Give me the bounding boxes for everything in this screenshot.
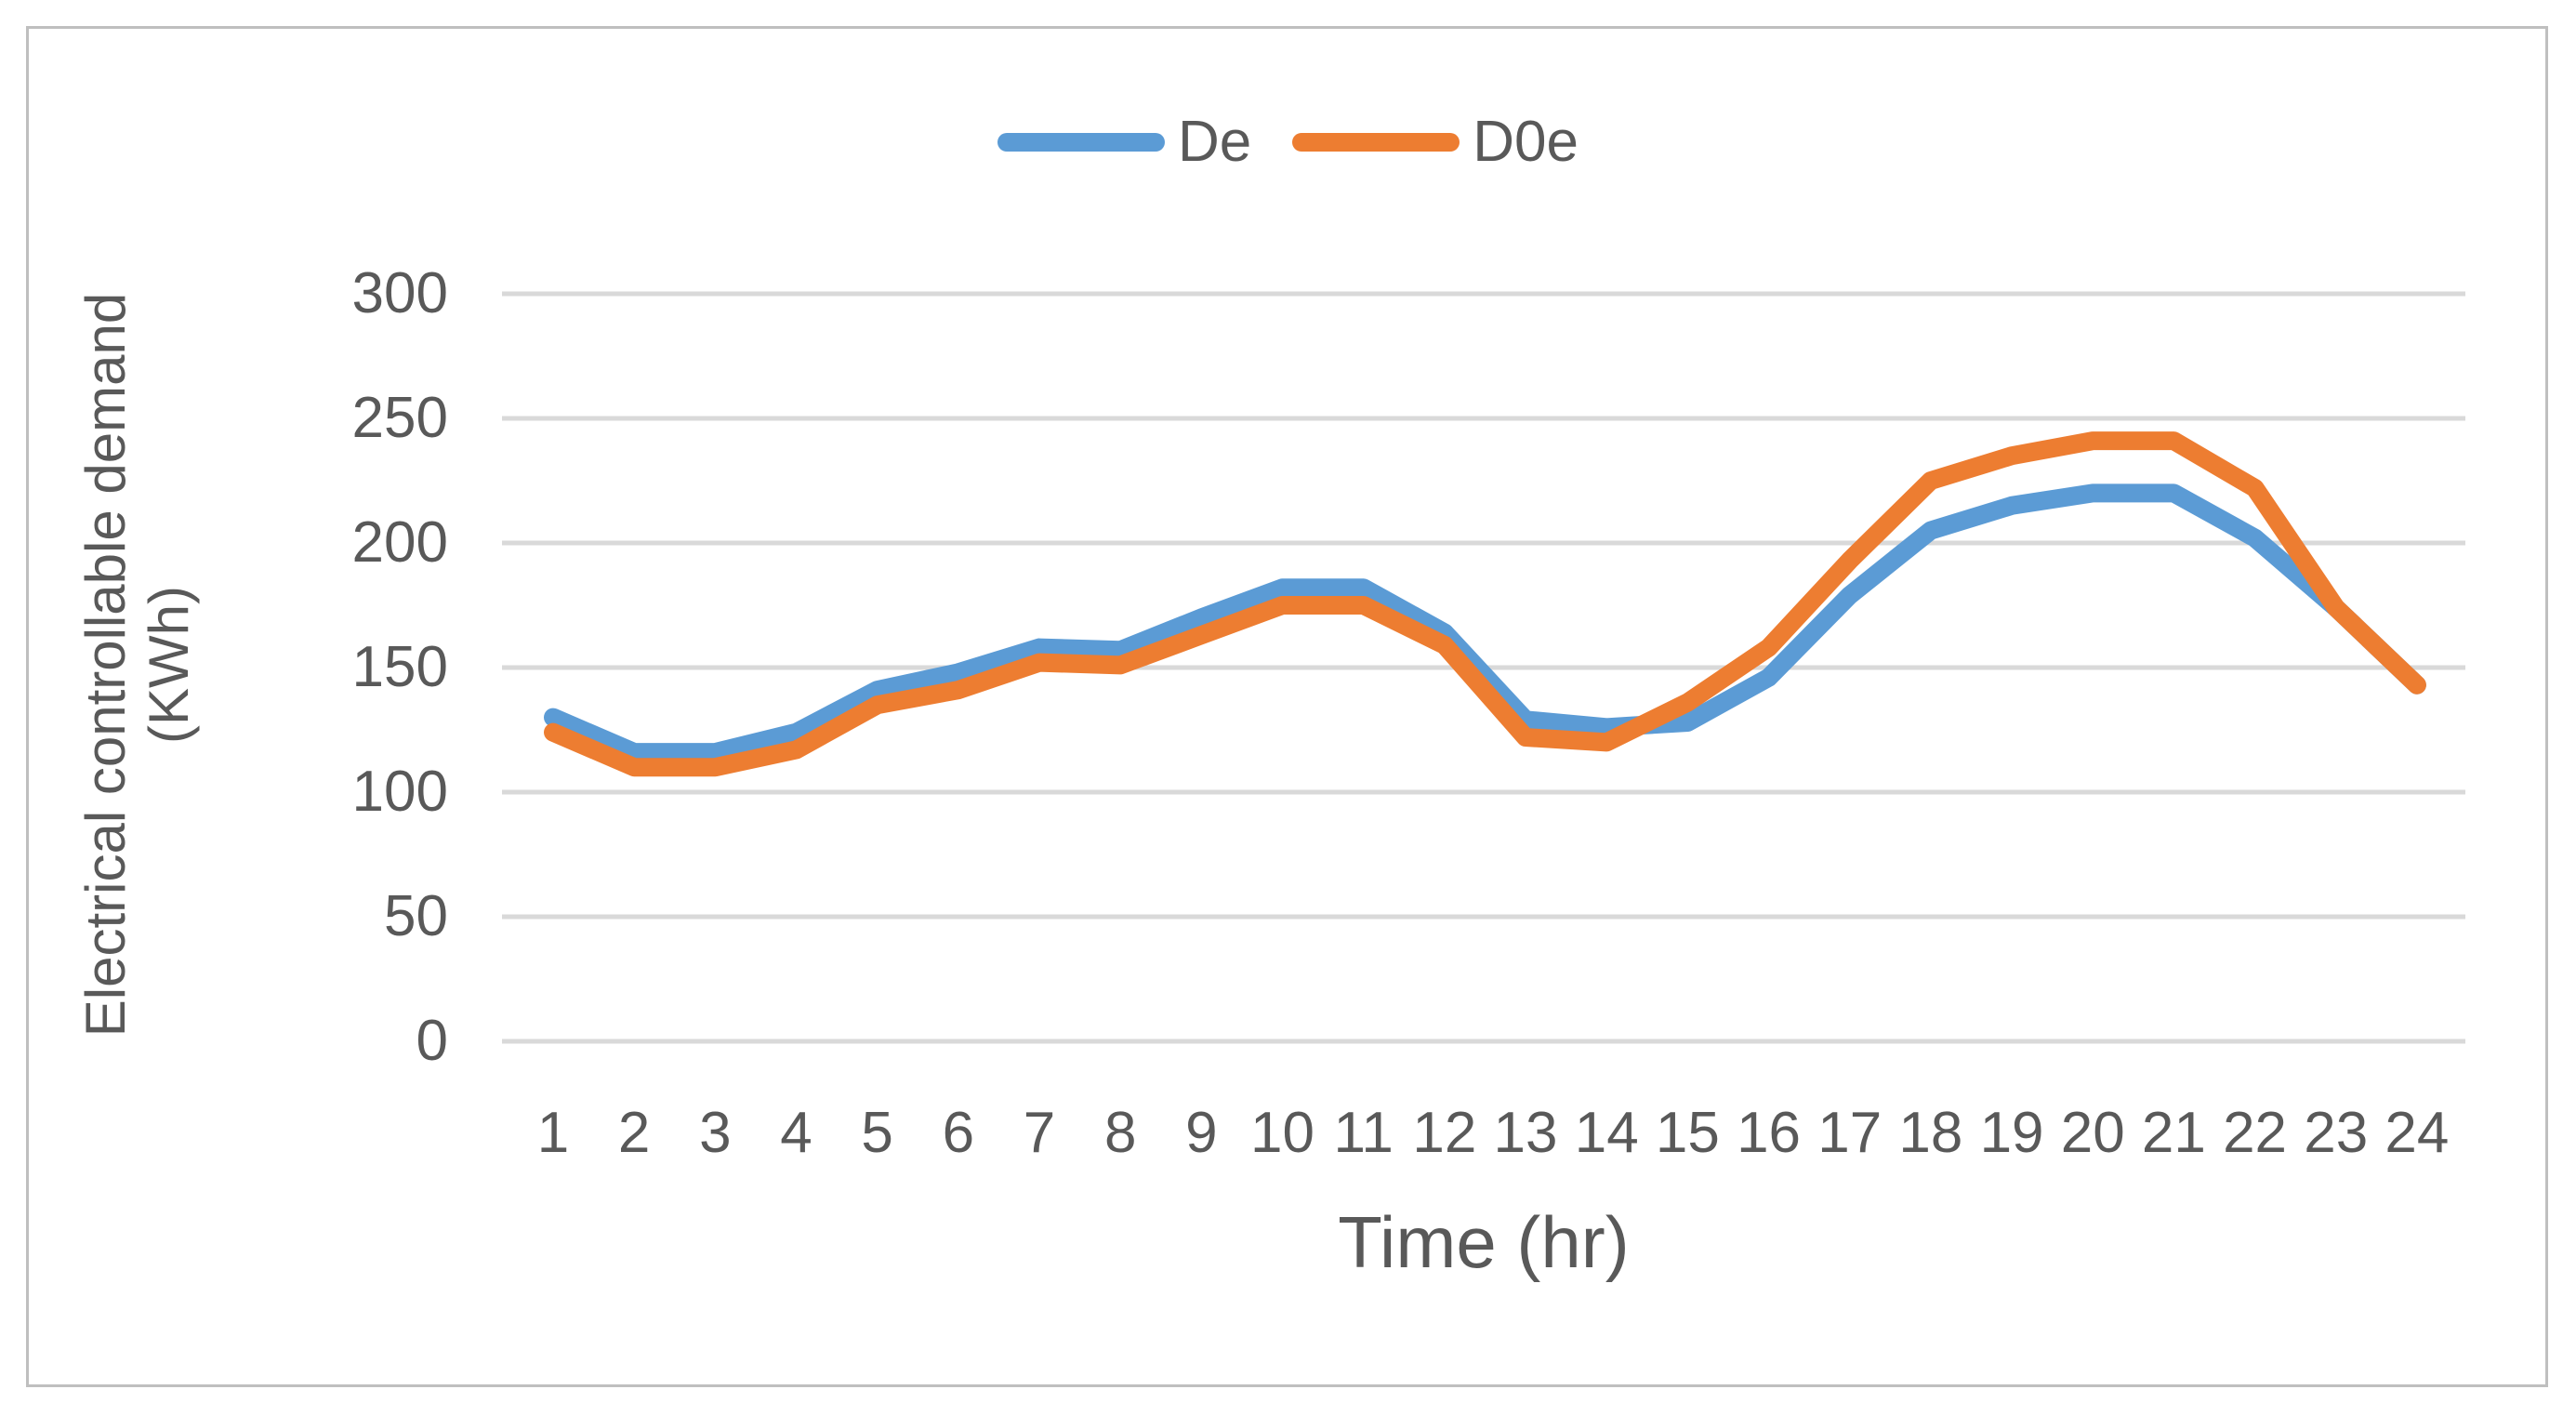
x-tick-label: 19 [1979, 1101, 2044, 1165]
x-tick-label: 17 [1817, 1101, 1882, 1165]
x-tick-label: 2 [617, 1101, 651, 1165]
x-tick-label: 8 [1103, 1101, 1137, 1165]
x-tick-label: 21 [2141, 1101, 2206, 1165]
y-tick-label: 300 [351, 261, 448, 325]
y-tick-label: 150 [351, 635, 448, 699]
legend-swatch-D0e [1292, 133, 1460, 152]
x-axis-title: Time (hr) [1338, 1201, 1630, 1283]
x-tick-label: 1 [536, 1101, 570, 1165]
x-tick-label: 22 [2223, 1101, 2288, 1165]
x-tick-label: 5 [861, 1101, 893, 1165]
legend: De D0e [0, 110, 2576, 175]
x-tick-label: 20 [2060, 1101, 2125, 1165]
y-tick-label: 0 [416, 1009, 448, 1073]
x-tick-label: 15 [1655, 1101, 1720, 1165]
x-tick-label: 7 [1023, 1101, 1056, 1165]
x-tick-label: 16 [1737, 1101, 1802, 1165]
x-tick-label: 11 [1333, 1101, 1394, 1165]
y-axis-title-line1: Electrical controllable demand [74, 292, 137, 1038]
x-tick-label: 10 [1250, 1101, 1314, 1165]
legend-item-D0e: D0e [1292, 110, 1579, 175]
y-tick-label: 250 [351, 386, 448, 450]
y-tick-label: 100 [351, 760, 448, 824]
x-tick-label: 6 [942, 1101, 975, 1165]
series-line-De [544, 483, 2426, 762]
x-tick-label: 3 [699, 1101, 732, 1165]
y-tick-label: 200 [351, 510, 448, 575]
y-axis-title-line2: (KWh) [138, 586, 200, 744]
legend-item-De: De [997, 110, 1251, 175]
x-tick-label: 24 [2384, 1101, 2450, 1165]
x-tick-label: 13 [1493, 1101, 1558, 1165]
legend-label: D0e [1473, 110, 1579, 174]
y-tick-label: 50 [384, 884, 448, 948]
x-tick-label: 9 [1185, 1101, 1218, 1165]
legend-swatch-De [997, 133, 1165, 152]
x-tick-label: 14 [1574, 1101, 1639, 1165]
y-axis-title: Electrical controllable demand (KWh) [74, 14, 205, 1316]
series-line-D0e [544, 431, 2426, 777]
x-tick-label: 18 [1898, 1101, 1963, 1165]
x-tick-label: 12 [1412, 1101, 1477, 1165]
legend-label: De [1177, 110, 1252, 174]
x-tick-label: 23 [2304, 1101, 2369, 1165]
x-tick-label: 4 [780, 1101, 812, 1165]
